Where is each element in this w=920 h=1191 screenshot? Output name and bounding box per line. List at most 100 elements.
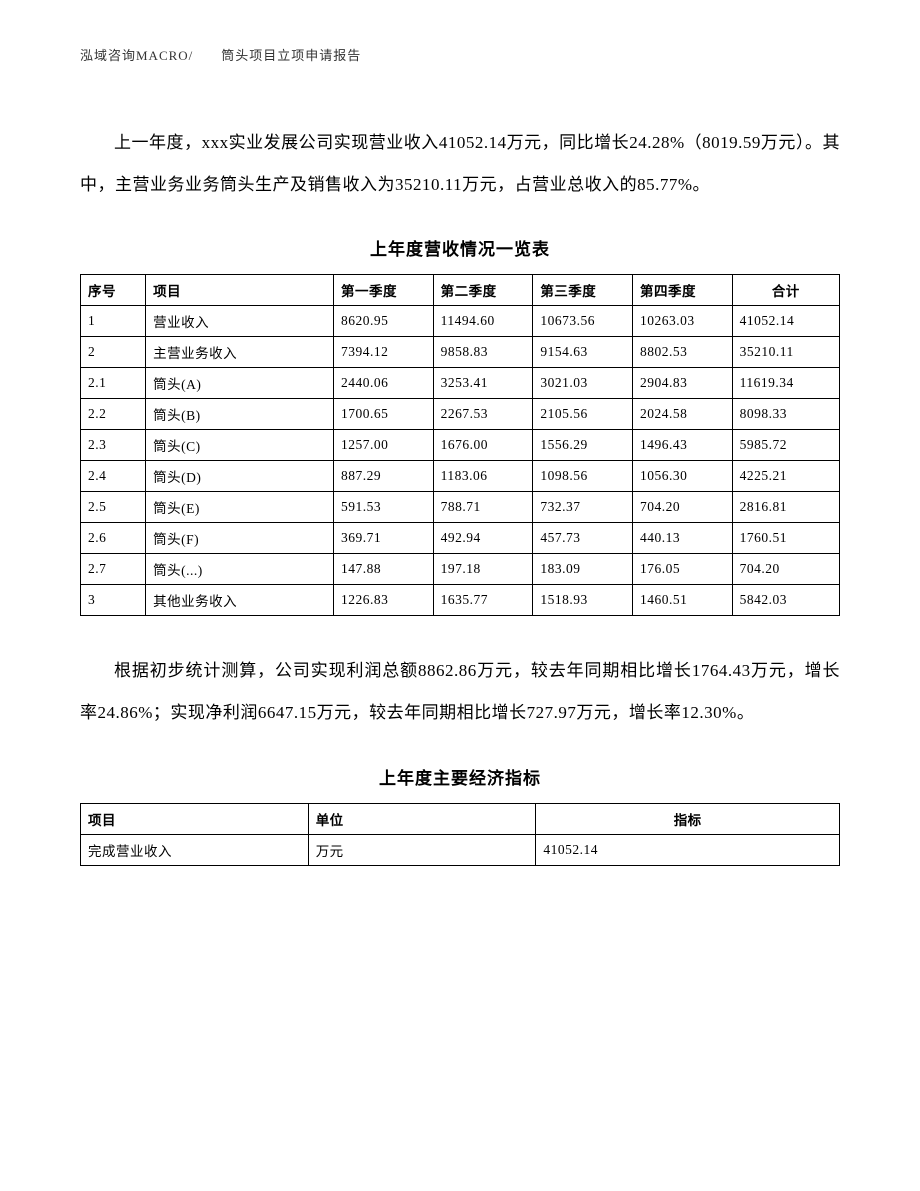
- cell: 8802.53: [632, 337, 732, 368]
- table-row: 2.5 筒头(E) 591.53 788.71 732.37 704.20 28…: [81, 492, 840, 523]
- cell: 筒头(F): [146, 523, 334, 554]
- cell: 2816.81: [732, 492, 839, 523]
- col-header: 项目: [81, 803, 309, 834]
- cell: 704.20: [632, 492, 732, 523]
- table-row: 完成营业收入 万元 41052.14: [81, 834, 840, 865]
- cell: 3253.41: [433, 368, 533, 399]
- cell: 2267.53: [433, 399, 533, 430]
- cell: 704.20: [732, 554, 839, 585]
- cell: 147.88: [334, 554, 434, 585]
- table-row: 2.4 筒头(D) 887.29 1183.06 1098.56 1056.30…: [81, 461, 840, 492]
- cell: 1460.51: [632, 585, 732, 616]
- cell: 1556.29: [533, 430, 633, 461]
- cell: 筒头(C): [146, 430, 334, 461]
- cell: 11619.34: [732, 368, 839, 399]
- cell: 其他业务收入: [146, 585, 334, 616]
- cell: 2.5: [81, 492, 146, 523]
- cell: 1056.30: [632, 461, 732, 492]
- cell: 35210.11: [732, 337, 839, 368]
- cell: 9858.83: [433, 337, 533, 368]
- cell: 3: [81, 585, 146, 616]
- table-row: 2.3 筒头(C) 1257.00 1676.00 1556.29 1496.4…: [81, 430, 840, 461]
- table-2-title: 上年度主要经济指标: [80, 764, 840, 789]
- cell: 筒头(A): [146, 368, 334, 399]
- cell: 5842.03: [732, 585, 839, 616]
- col-header: 第三季度: [533, 275, 633, 306]
- cell: 1257.00: [334, 430, 434, 461]
- cell: 万元: [308, 834, 536, 865]
- cell: 197.18: [433, 554, 533, 585]
- cell: 2024.58: [632, 399, 732, 430]
- cell: 7394.12: [334, 337, 434, 368]
- cell: 3021.03: [533, 368, 633, 399]
- cell: 4225.21: [732, 461, 839, 492]
- cell: 1496.43: [632, 430, 732, 461]
- table-row: 3 其他业务收入 1226.83 1635.77 1518.93 1460.51…: [81, 585, 840, 616]
- col-header: 项目: [146, 275, 334, 306]
- cell: 1098.56: [533, 461, 633, 492]
- cell: 8098.33: [732, 399, 839, 430]
- cell: 41052.14: [536, 834, 840, 865]
- cell: 2: [81, 337, 146, 368]
- cell: 41052.14: [732, 306, 839, 337]
- table-header-row: 项目 单位 指标: [81, 803, 840, 834]
- cell: 完成营业收入: [81, 834, 309, 865]
- table-row: 1 营业收入 8620.95 11494.60 10673.56 10263.0…: [81, 306, 840, 337]
- cell: 10263.03: [632, 306, 732, 337]
- cell: 1: [81, 306, 146, 337]
- paragraph-2: 根据初步统计测算，公司实现利润总额8862.86万元，较去年同期相比增长1764…: [80, 650, 840, 733]
- cell: 492.94: [433, 523, 533, 554]
- cell: 11494.60: [433, 306, 533, 337]
- cell: 369.71: [334, 523, 434, 554]
- col-header: 序号: [81, 275, 146, 306]
- cell: 筒头(B): [146, 399, 334, 430]
- cell: 440.13: [632, 523, 732, 554]
- table-1-title: 上年度营收情况一览表: [80, 235, 840, 260]
- col-header: 单位: [308, 803, 536, 834]
- page-container: 泓域咨询MACRO/ 筒头项目立项申请报告 上一年度，xxx实业发展公司实现营业…: [0, 0, 920, 945]
- table-row: 2.6 筒头(F) 369.71 492.94 457.73 440.13 17…: [81, 523, 840, 554]
- cell: 2.3: [81, 430, 146, 461]
- col-header: 第四季度: [632, 275, 732, 306]
- cell: 1226.83: [334, 585, 434, 616]
- cell: 1635.77: [433, 585, 533, 616]
- cell: 2.7: [81, 554, 146, 585]
- col-header: 第一季度: [334, 275, 434, 306]
- cell: 591.53: [334, 492, 434, 523]
- cell: 5985.72: [732, 430, 839, 461]
- cell: 筒头(E): [146, 492, 334, 523]
- cell: 2.2: [81, 399, 146, 430]
- col-header: 合计: [732, 275, 839, 306]
- col-header: 第二季度: [433, 275, 533, 306]
- cell: 183.09: [533, 554, 633, 585]
- cell: 营业收入: [146, 306, 334, 337]
- cell: 1700.65: [334, 399, 434, 430]
- economic-indicator-table: 项目 单位 指标 完成营业收入 万元 41052.14: [80, 803, 840, 866]
- cell: 主营业务收入: [146, 337, 334, 368]
- cell: 788.71: [433, 492, 533, 523]
- table-row: 2.7 筒头(...) 147.88 197.18 183.09 176.05 …: [81, 554, 840, 585]
- cell: 筒头(...): [146, 554, 334, 585]
- cell: 2904.83: [632, 368, 732, 399]
- cell: 2440.06: [334, 368, 434, 399]
- cell: 2.1: [81, 368, 146, 399]
- table-row: 2 主营业务收入 7394.12 9858.83 9154.63 8802.53…: [81, 337, 840, 368]
- cell: 176.05: [632, 554, 732, 585]
- cell: 1183.06: [433, 461, 533, 492]
- table-row: 2.1 筒头(A) 2440.06 3253.41 3021.03 2904.8…: [81, 368, 840, 399]
- col-header: 指标: [536, 803, 840, 834]
- cell: 1518.93: [533, 585, 633, 616]
- cell: 457.73: [533, 523, 633, 554]
- cell: 2.4: [81, 461, 146, 492]
- paragraph-1: 上一年度，xxx实业发展公司实现营业收入41052.14万元，同比增长24.28…: [80, 122, 840, 205]
- table-header-row: 序号 项目 第一季度 第二季度 第三季度 第四季度 合计: [81, 275, 840, 306]
- cell: 2105.56: [533, 399, 633, 430]
- cell: 2.6: [81, 523, 146, 554]
- cell: 8620.95: [334, 306, 434, 337]
- cell: 9154.63: [533, 337, 633, 368]
- cell: 1760.51: [732, 523, 839, 554]
- cell: 筒头(D): [146, 461, 334, 492]
- cell: 10673.56: [533, 306, 633, 337]
- revenue-table: 序号 项目 第一季度 第二季度 第三季度 第四季度 合计 1 营业收入 8620…: [80, 274, 840, 616]
- table-row: 2.2 筒头(B) 1700.65 2267.53 2105.56 2024.5…: [81, 399, 840, 430]
